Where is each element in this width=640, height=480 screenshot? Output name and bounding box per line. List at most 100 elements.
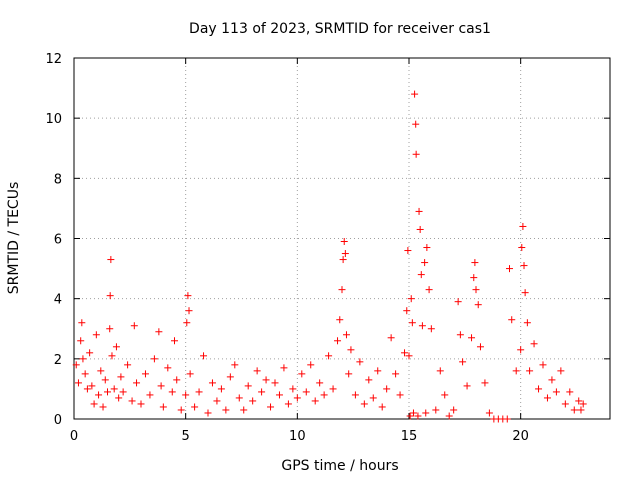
- data-point: [463, 382, 471, 390]
- data-point: [422, 409, 430, 417]
- data-point: [351, 391, 359, 399]
- data-point: [168, 388, 176, 396]
- data-point: [474, 301, 482, 309]
- y-tick-label: 4: [54, 293, 62, 308]
- data-point: [177, 406, 185, 414]
- data-point: [503, 415, 511, 423]
- data-point: [92, 331, 100, 339]
- data-point: [164, 364, 172, 372]
- data-point: [222, 406, 230, 414]
- data-point: [112, 343, 120, 351]
- data-point: [320, 391, 328, 399]
- data-point: [519, 222, 527, 230]
- data-point: [566, 388, 574, 396]
- data-point: [108, 352, 116, 360]
- data-point: [506, 265, 513, 273]
- data-point: [95, 391, 103, 399]
- data-point: [347, 346, 355, 354]
- x-axis-label: GPS time / hours: [281, 458, 398, 474]
- data-point: [421, 259, 429, 267]
- data-point: [284, 400, 292, 408]
- data-point: [425, 286, 433, 294]
- data-point: [338, 286, 346, 294]
- y-tick-label: 8: [54, 172, 62, 187]
- chart-title: Day 113 of 2023, SRMTID for receiver cas…: [189, 21, 491, 37]
- data-point: [340, 238, 348, 246]
- y-tick-label: 12: [45, 52, 62, 67]
- data-point: [417, 271, 425, 279]
- data-point: [101, 376, 109, 384]
- data-point: [115, 394, 123, 402]
- data-point: [339, 256, 347, 264]
- data-point: [267, 403, 275, 411]
- data-point: [141, 370, 149, 378]
- y-tick-label: 10: [45, 112, 62, 127]
- data-point: [415, 207, 423, 215]
- data-point: [307, 361, 315, 369]
- data-point: [253, 367, 261, 375]
- data-point: [570, 406, 578, 414]
- data-point: [186, 370, 194, 378]
- data-point: [471, 259, 479, 267]
- grid-lines: [74, 58, 610, 419]
- data-point: [302, 388, 310, 396]
- data-point: [289, 385, 297, 393]
- data-point: [200, 352, 208, 360]
- y-tick-label: 0: [54, 413, 62, 428]
- data-point: [185, 307, 193, 315]
- data-point: [99, 403, 107, 411]
- data-point: [159, 403, 167, 411]
- x-tick-label: 15: [401, 429, 418, 444]
- data-point: [412, 150, 420, 158]
- data-point: [117, 373, 125, 381]
- data-point: [150, 355, 158, 363]
- data-point: [226, 373, 234, 381]
- data-point: [408, 319, 416, 327]
- tick-labels: 0 5 10 15 20 0 2 4 6 8 10 12: [45, 52, 528, 444]
- data-point: [454, 298, 462, 306]
- y-tick-label: 6: [54, 233, 62, 248]
- data-point: [79, 355, 87, 363]
- data-point: [535, 385, 543, 393]
- data-point: [521, 289, 529, 297]
- data-point: [472, 286, 480, 294]
- data-point: [378, 403, 386, 411]
- data-point: [336, 316, 344, 324]
- data-point: [411, 90, 419, 98]
- data-point: [293, 394, 301, 402]
- data-point: [416, 225, 424, 233]
- data-point: [409, 409, 417, 417]
- data-point: [316, 379, 324, 387]
- data-point: [508, 316, 516, 324]
- data-point: [412, 120, 420, 128]
- data-point: [520, 262, 528, 270]
- data-point: [512, 367, 520, 375]
- data-point: [106, 292, 114, 300]
- y-tick-label: 2: [54, 353, 62, 368]
- x-tick-label: 10: [289, 429, 306, 444]
- data-point: [557, 367, 565, 375]
- data-point: [356, 358, 364, 366]
- data-point: [530, 340, 538, 348]
- data-point: [427, 325, 435, 333]
- data-point: [334, 337, 342, 345]
- x-tick-label: 20: [512, 429, 529, 444]
- data-point: [298, 370, 306, 378]
- data-point: [374, 367, 382, 375]
- data-point: [195, 388, 203, 396]
- data-point: [577, 406, 585, 414]
- data-point: [414, 412, 422, 420]
- data-point: [575, 397, 583, 405]
- data-point: [155, 328, 163, 336]
- data-point: [387, 334, 395, 342]
- data-point: [436, 367, 444, 375]
- data-point: [235, 394, 243, 402]
- data-point: [329, 385, 337, 393]
- data-point: [217, 385, 225, 393]
- data-point: [104, 388, 111, 396]
- data-point: [423, 244, 431, 252]
- data-point: [579, 400, 587, 408]
- data-point: [110, 385, 118, 393]
- data-point: [365, 376, 373, 384]
